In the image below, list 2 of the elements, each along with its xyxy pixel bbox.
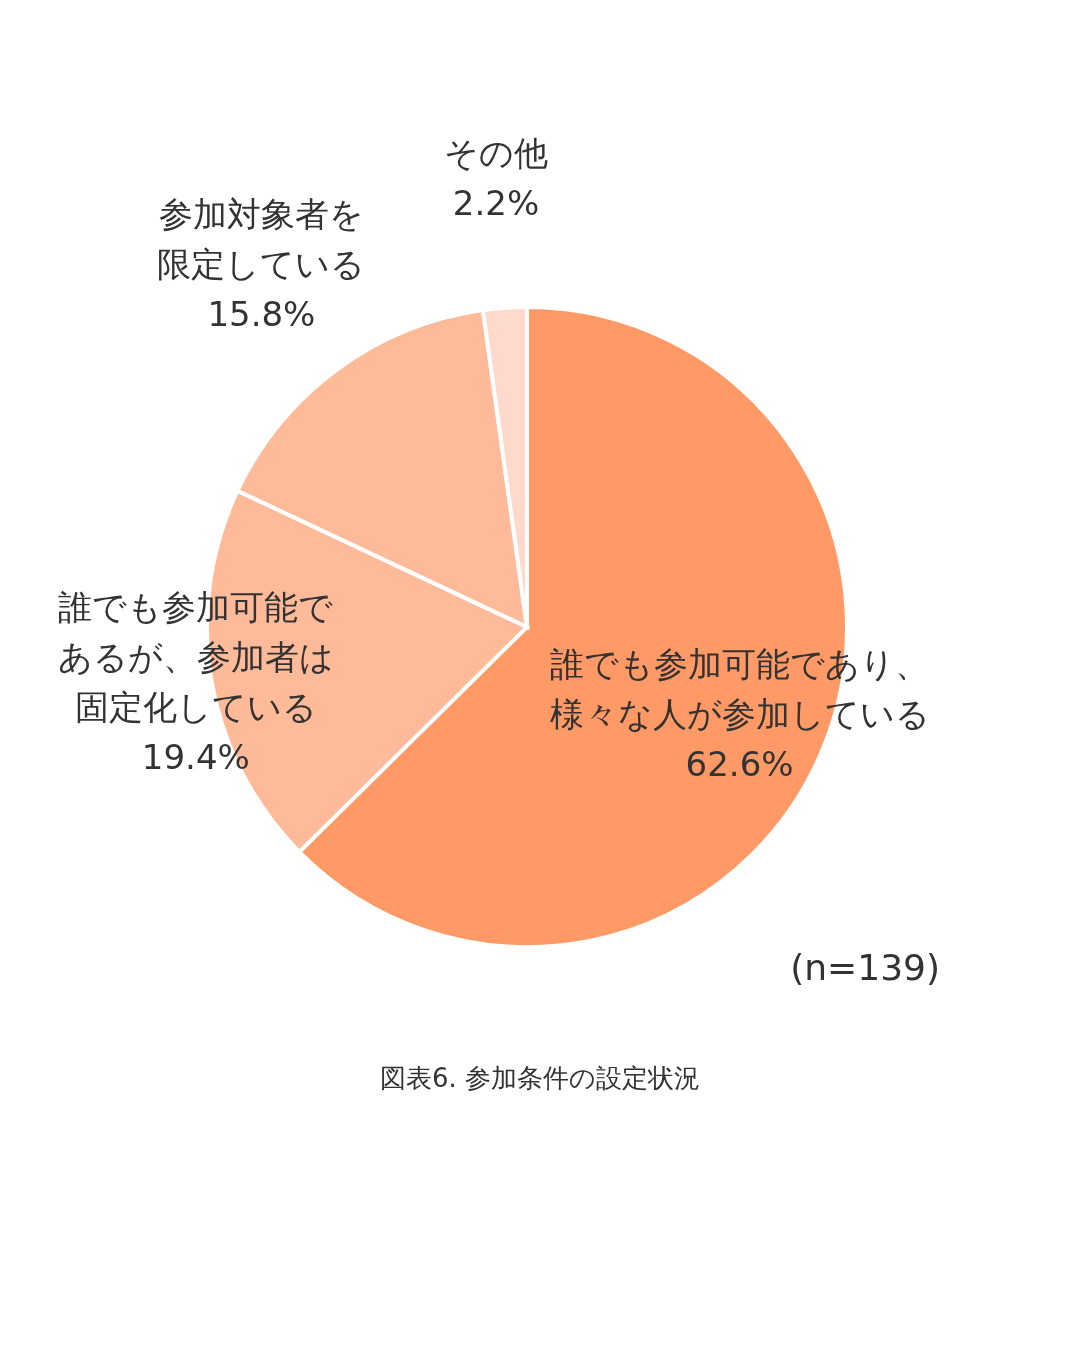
text: (n=139) <box>790 947 940 988</box>
text: 図表6. 参加条件の設定状況 <box>379 1063 701 1093</box>
